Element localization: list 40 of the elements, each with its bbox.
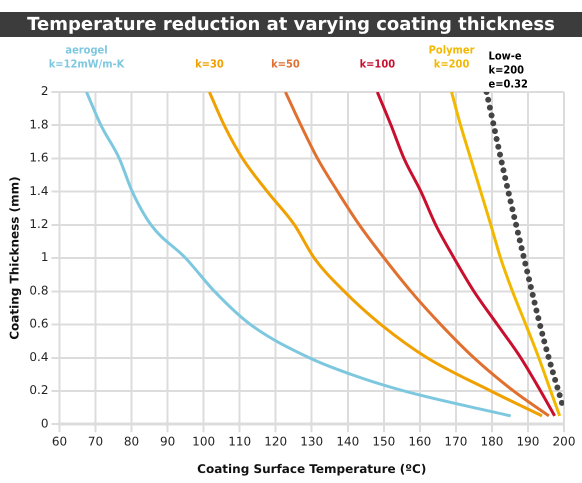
y-tick-label: 0.4 — [29, 350, 48, 364]
y-tick-label: 1.8 — [29, 117, 48, 132]
text: k=30 — [195, 57, 224, 70]
y-tick-label: 0 — [40, 416, 48, 430]
x-axis-title: Coating Surface Temperature (ºC) — [197, 462, 426, 476]
x-tick-label: 180 — [480, 434, 504, 449]
y-tick-label: 1.6 — [29, 150, 48, 165]
line-series — [284, 92, 550, 418]
chart-title: Temperature reduction at varying coating thickness — [0, 12, 582, 37]
x-tick-label: 100 — [192, 434, 216, 449]
x-tick-label: 130 — [300, 434, 324, 449]
text: aerogel k=12mW/m-K — [48, 43, 125, 70]
text: k=100 — [360, 57, 396, 70]
y-axis-title: Coating Thickness (mm) — [7, 176, 22, 340]
y-tick-label: 0.8 — [29, 283, 48, 298]
x-tick-label: 110 — [228, 434, 252, 449]
line-series — [85, 92, 512, 418]
x-tick-label: 60 — [52, 434, 68, 449]
x-tick-label: 150 — [372, 434, 396, 449]
y-tick-label: 1 — [40, 250, 48, 264]
x-tick-label: 190 — [516, 434, 540, 449]
y-tick-label: 0.6 — [29, 316, 48, 331]
x-tick-label: 200 — [552, 434, 576, 449]
x-tick-label: 120 — [264, 434, 288, 449]
y-tick-label: 1.4 — [29, 184, 48, 198]
y-tick-label: 0.2 — [29, 383, 48, 398]
x-tick-label: 160 — [408, 434, 432, 449]
y-tick-label: 1.2 — [29, 217, 48, 232]
line-series — [208, 92, 544, 418]
series-label: Low-e k=200 e=0.32 — [488, 49, 528, 90]
x-tick-label: 70 — [88, 434, 104, 449]
x-tick-label: 170 — [444, 434, 468, 449]
text: Polymer k=200 — [428, 43, 475, 70]
line-series — [450, 92, 562, 418]
x-tick-label: 140 — [336, 434, 360, 449]
text: k=50 — [271, 57, 300, 70]
x-tick-label: 80 — [124, 434, 140, 449]
x-tick-label: 90 — [160, 434, 176, 449]
y-tick-label: 2 — [40, 84, 48, 98]
line-series — [376, 92, 556, 418]
